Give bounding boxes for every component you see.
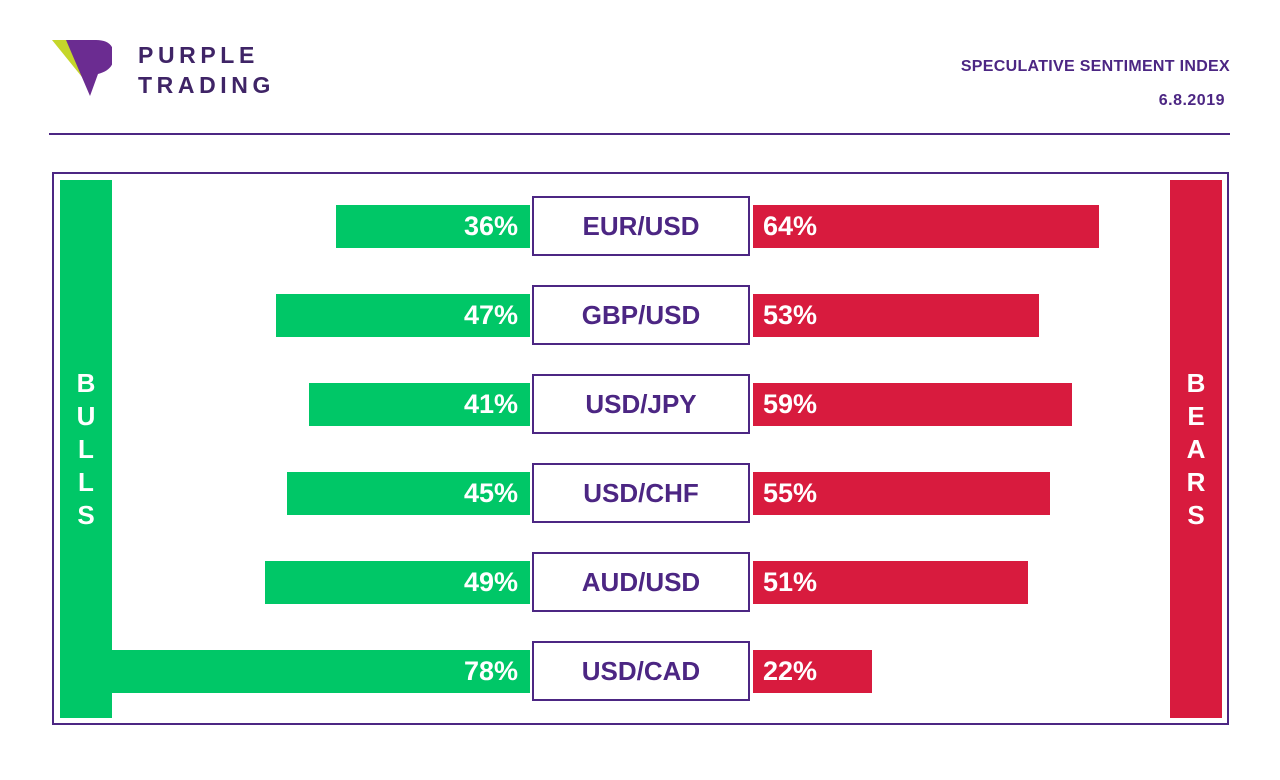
bears-bar: 51% xyxy=(753,561,1028,604)
bulls-label-letter: S xyxy=(77,499,95,530)
bulls-bar: 49% xyxy=(265,561,530,604)
bulls-label-letter: U xyxy=(76,400,96,431)
currency-pair-label: USD/CHF xyxy=(532,463,750,523)
bulls-value-label: 47% xyxy=(463,300,518,330)
bears-value-label: 22% xyxy=(763,656,818,686)
bears-label-letter: A xyxy=(1186,433,1206,464)
bulls-bar: 45% xyxy=(287,472,530,515)
brand-name-line1: PURPLE xyxy=(138,42,259,68)
bulls-label-letter: B xyxy=(76,367,96,398)
bears-label-letter: S xyxy=(1187,499,1205,530)
bulls-bar: 41% xyxy=(309,383,530,426)
currency-pair-label: AUD/USD xyxy=(532,552,750,612)
sentiment-row: 47% 53% GBP/USD xyxy=(0,285,1280,345)
sentiment-row: 78% 22% USD/CAD xyxy=(0,641,1280,701)
sentiment-row: 41% 59% USD/JPY xyxy=(0,374,1280,434)
bears-value-label: 55% xyxy=(763,478,818,508)
sentiment-row: 49% 51% AUD/USD xyxy=(0,552,1280,612)
sentiment-row: 45% 55% USD/CHF xyxy=(0,463,1280,523)
currency-pair-label: USD/JPY xyxy=(532,374,750,434)
page-title: SPECULATIVE SENTIMENT INDEX xyxy=(960,58,1230,75)
currency-pair-label: GBP/USD xyxy=(532,285,750,345)
bears-value-label: 59% xyxy=(763,389,818,419)
bulls-value-label: 45% xyxy=(463,478,518,508)
brand-name-line2: TRADING xyxy=(138,72,275,98)
bears-bar: 53% xyxy=(753,294,1039,337)
bulls-bar: 36% xyxy=(336,205,530,248)
bulls-value-label: 36% xyxy=(463,211,518,241)
bears-bar: 64% xyxy=(753,205,1099,248)
bears-bar: 22% xyxy=(753,650,872,693)
chart-frame xyxy=(52,172,1229,725)
bulls-value-label: 78% xyxy=(463,656,518,686)
currency-pair-label: USD/CAD xyxy=(532,641,750,701)
bulls-label-letter: L xyxy=(78,433,94,464)
bulls-bar: 47% xyxy=(276,294,530,337)
bears-bar: 59% xyxy=(753,383,1072,426)
bulls-value-label: 49% xyxy=(463,567,518,597)
bears-value-label: 51% xyxy=(763,567,818,597)
header-divider xyxy=(49,133,1230,135)
bulls-label-letter: L xyxy=(78,466,94,497)
bears-value-label: 53% xyxy=(763,300,818,330)
bears-value-label: 64% xyxy=(763,211,818,241)
bears-label-letter: E xyxy=(1187,400,1205,431)
sentiment-row: 36% 64% EUR/USD xyxy=(0,196,1280,256)
bears-label-letter: B xyxy=(1186,367,1206,398)
bears-bar: 55% xyxy=(753,472,1050,515)
bears-label-letter: R xyxy=(1186,466,1206,497)
purple-trading-logo-icon xyxy=(52,40,112,96)
currency-pair-label: EUR/USD xyxy=(532,196,750,256)
bulls-bar: 78% xyxy=(109,650,530,693)
bulls-value-label: 41% xyxy=(463,389,518,419)
report-date: 6.8.2019 xyxy=(1158,92,1225,109)
